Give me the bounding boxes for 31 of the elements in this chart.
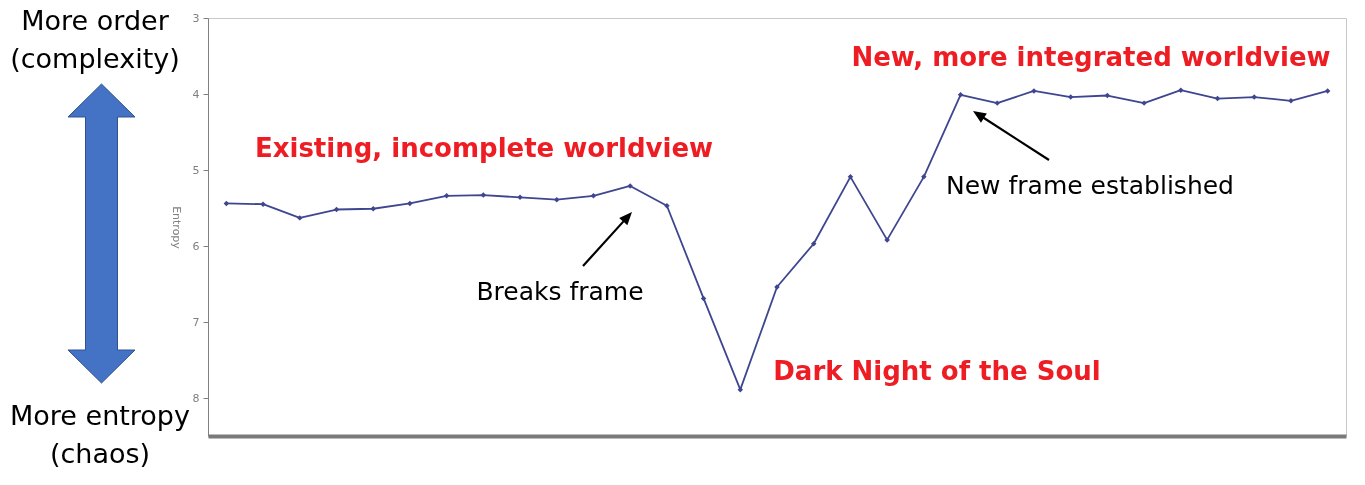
point [517, 194, 523, 201]
y-tick-label: 4 [192, 87, 200, 101]
point [1324, 88, 1331, 94]
point [590, 193, 597, 199]
point [847, 174, 854, 180]
annotation: New, more integrated worldview [851, 42, 1331, 72]
text: More entropy (chaos) [10, 400, 190, 469]
point [1178, 87, 1184, 93]
point [664, 202, 670, 209]
point [810, 240, 817, 247]
y-tick-label: 5 [192, 163, 200, 177]
y-tick-label: 3 [192, 11, 200, 25]
point [554, 196, 560, 203]
annotation: New frame established [946, 171, 1234, 200]
y-tick-label: 8 [192, 391, 200, 405]
point [370, 206, 376, 212]
point [921, 174, 927, 180]
point [994, 100, 1000, 106]
point [407, 200, 413, 207]
y-tick-label: 6 [192, 239, 200, 253]
y-tick-label: 7 [192, 315, 200, 329]
annotation: Dark Night of the Soul [773, 356, 1101, 386]
point [297, 215, 303, 221]
point [1067, 94, 1074, 100]
annotation: Breaks frame [476, 277, 644, 306]
text: More order (complexity) [10, 5, 180, 74]
point [443, 193, 450, 199]
annotation: Existing, incomplete worldview [254, 133, 714, 163]
point [480, 192, 487, 198]
y-axis-title: Entropy [169, 206, 183, 250]
point [957, 92, 964, 98]
